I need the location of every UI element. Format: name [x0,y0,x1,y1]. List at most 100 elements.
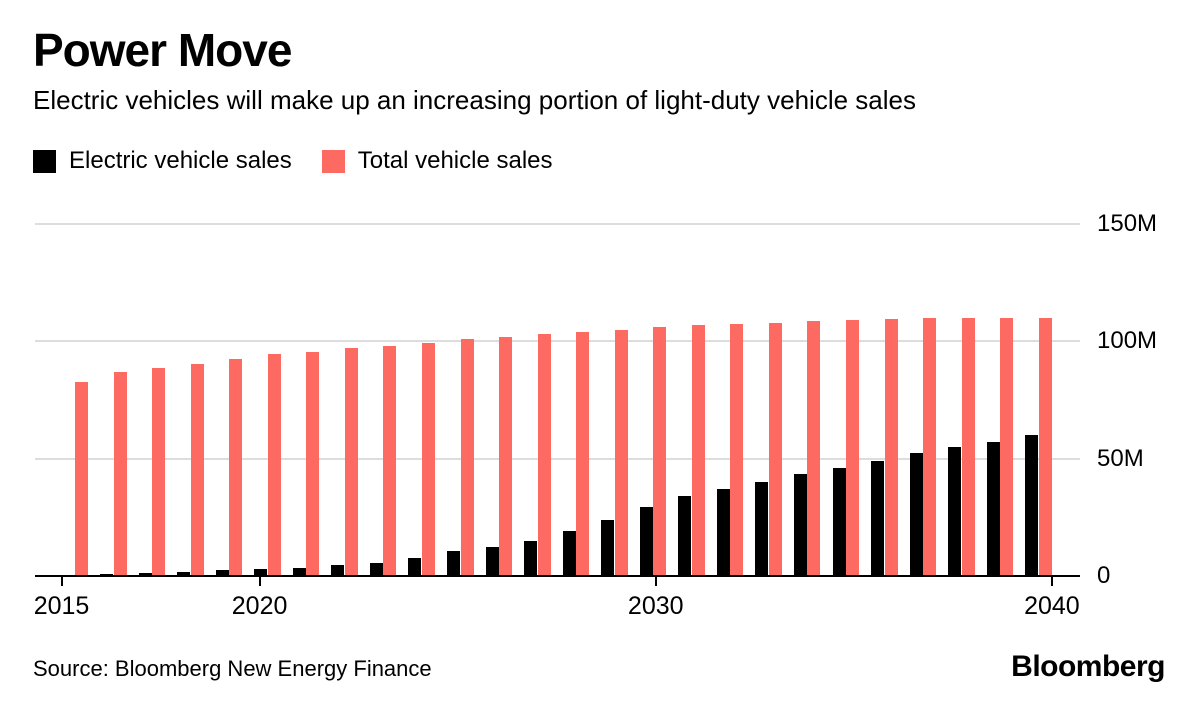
x-axis-line [35,575,1080,577]
x-axis-tick-2020 [258,577,261,586]
bar-group-2015 [61,0,89,576]
y-axis-label-100M: 100M [1097,327,1158,355]
bar-group-2039 [986,0,1014,576]
total-bar-2029 [614,329,628,576]
ev-bar-2035 [832,468,846,576]
x-axis-tick-2015 [60,577,63,586]
total-bar-2028 [576,332,590,576]
total-bar-2031 [691,324,705,576]
bar-group-2018 [177,0,204,576]
x-axis-label-2030: 2030 [627,592,684,620]
y-axis-label-150M: 150M [1097,210,1158,238]
total-bar-2030 [653,327,667,576]
total-bar-2027 [537,334,551,576]
bar-group-2037 [909,0,937,576]
ev-bar-2028 [562,531,576,576]
ev-bar-2017 [138,572,152,576]
ev-bar-2027 [524,540,538,576]
bar-group-2033 [755,0,782,576]
total-bar-2025 [460,339,474,576]
x-axis-label-2040: 2040 [1024,592,1080,620]
bar-group-2038 [948,0,975,576]
gridline-50M [35,457,1080,460]
legend-item-total-vehicle-sales: Total vehicle sales [321,147,553,174]
bar-group-2021 [292,0,320,576]
total-bar-2033 [768,322,782,576]
ev-bar-2040 [1025,435,1039,576]
bar-group-2040 [1025,0,1052,576]
gridline-150M [35,223,1080,226]
bar-group-2036 [871,0,898,576]
ev-bar-2036 [871,461,885,576]
total-bar-2026 [499,336,513,576]
total-bar-2037 [923,317,937,576]
ev-bar-2031 [678,496,692,576]
gridline-100M [35,340,1080,343]
chart-subtitle: Electric vehicles will make up an increa… [33,85,916,115]
bar-group-2017 [138,0,166,576]
bar-group-2016 [100,0,127,576]
ev-bar-2020 [254,569,268,576]
ev-bar-2021 [292,567,306,576]
bar-group-2019 [215,0,243,576]
bar-group-2025 [447,0,474,576]
total-bar-2032 [730,323,744,576]
ev-bar-2032 [716,489,730,576]
legend-item-electric-vehicle-sales: Electric vehicle sales [33,148,292,174]
total-bar-2039 [1000,317,1014,576]
total-bar-2020 [267,354,281,576]
bar-group-2023 [369,0,397,576]
y-axis-label-0: 0 [1097,562,1111,589]
legend-label: Total vehicle sales [357,147,553,174]
total-bar-2035 [846,320,859,576]
bar-group-2020 [254,0,281,576]
bar-group-2028 [562,0,590,576]
ev-bar-2018 [177,571,191,576]
ev-bar-2029 [601,519,615,576]
source-note: Source: Bloomberg New Energy Finance [33,656,432,681]
legend-label: Electric vehicle sales [69,147,292,174]
total-series-swatch-icon [321,149,345,173]
total-bar-2036 [884,319,898,576]
bar-group-2031 [678,0,705,576]
bar-group-2024 [408,0,435,576]
ev-bar-2024 [408,558,422,576]
ev-bar-2016 [100,573,114,576]
ev-series-swatch-icon [33,149,56,173]
total-bar-2024 [421,342,435,576]
chart-title: Power Move [33,24,292,76]
ev-bar-2019 [215,570,229,576]
ev-bar-2026 [485,546,499,576]
total-bar-2038 [961,317,975,576]
x-axis-label-2015: 2015 [33,592,90,620]
total-bar-2019 [229,359,243,576]
ev-bar-2039 [986,442,1000,576]
bar-group-2026 [485,0,513,576]
ev-bar-2037 [909,452,923,576]
total-bar-2022 [344,348,358,576]
ev-bar-2025 [447,551,460,576]
total-bar-2021 [306,351,320,576]
total-bar-2016 [113,371,127,576]
x-axis-tick-2030 [654,577,657,586]
total-bar-2040 [1038,317,1052,576]
ev-bar-2030 [639,506,653,576]
bar-group-2029 [601,0,628,576]
ev-bar-2034 [793,473,807,576]
bar-group-2022 [331,0,358,576]
ev-bar-2033 [755,482,769,576]
x-axis-tick-2040 [1050,577,1053,586]
ev-bar-2022 [331,565,345,576]
total-bar-2017 [152,368,166,576]
chart-legend: Electric vehicle sales Total vehicle sal… [33,148,553,174]
total-bar-2015 [75,382,88,576]
bar-group-2030 [639,0,667,576]
total-bar-2034 [807,321,821,576]
total-bar-2023 [383,346,397,576]
bar-group-2035 [832,0,860,576]
bloomberg-logo: Bloomberg [1011,650,1165,683]
bar-group-2034 [793,0,821,576]
ev-bar-2023 [369,562,383,576]
